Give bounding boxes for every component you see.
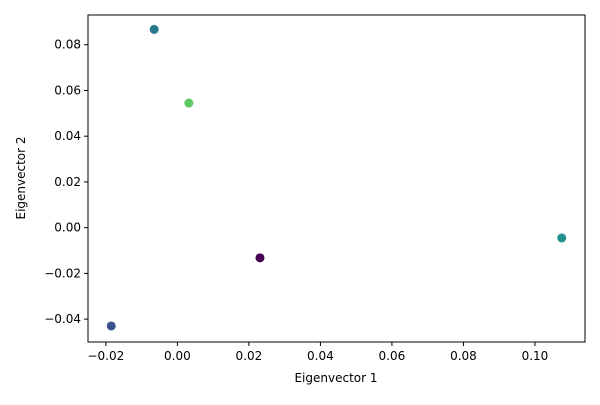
plot-frame [87,14,586,343]
x-tick-label: 0.06 [379,349,406,363]
data-point-3 [557,233,567,243]
y-tick-label: −0.04 [44,312,81,326]
x-tick-label: 0.00 [164,349,191,363]
x-axis-label: Eigenvector 1 [294,371,377,385]
data-point-2 [184,98,194,108]
y-tick-label: 0.00 [54,221,81,235]
y-tick-label: −0.02 [44,266,81,280]
x-tick-label: 0.08 [450,349,477,363]
x-tick-label: 0.10 [522,349,549,363]
y-tick-label: 0.08 [54,38,81,52]
data-point-1 [149,24,159,34]
data-point-4 [255,253,265,263]
points-layer [106,24,567,331]
x-tick-label: −0.02 [87,349,124,363]
x-tick-label: 0.02 [236,349,263,363]
y-axis-ticks: −0.04 −0.02 0.00 0.02 0.04 0.06 0.08 [44,38,88,326]
data-point-5 [106,321,116,331]
x-axis-ticks: −0.02 0.00 0.02 0.04 0.06 0.08 0.10 [87,342,548,363]
y-tick-label: 0.06 [54,83,81,97]
y-axis-label: Eigenvector 2 [14,136,28,219]
y-tick-label: 0.02 [54,175,81,189]
x-tick-label: 0.04 [307,349,334,363]
y-tick-label: 0.04 [54,129,81,143]
plot-background [88,15,585,342]
